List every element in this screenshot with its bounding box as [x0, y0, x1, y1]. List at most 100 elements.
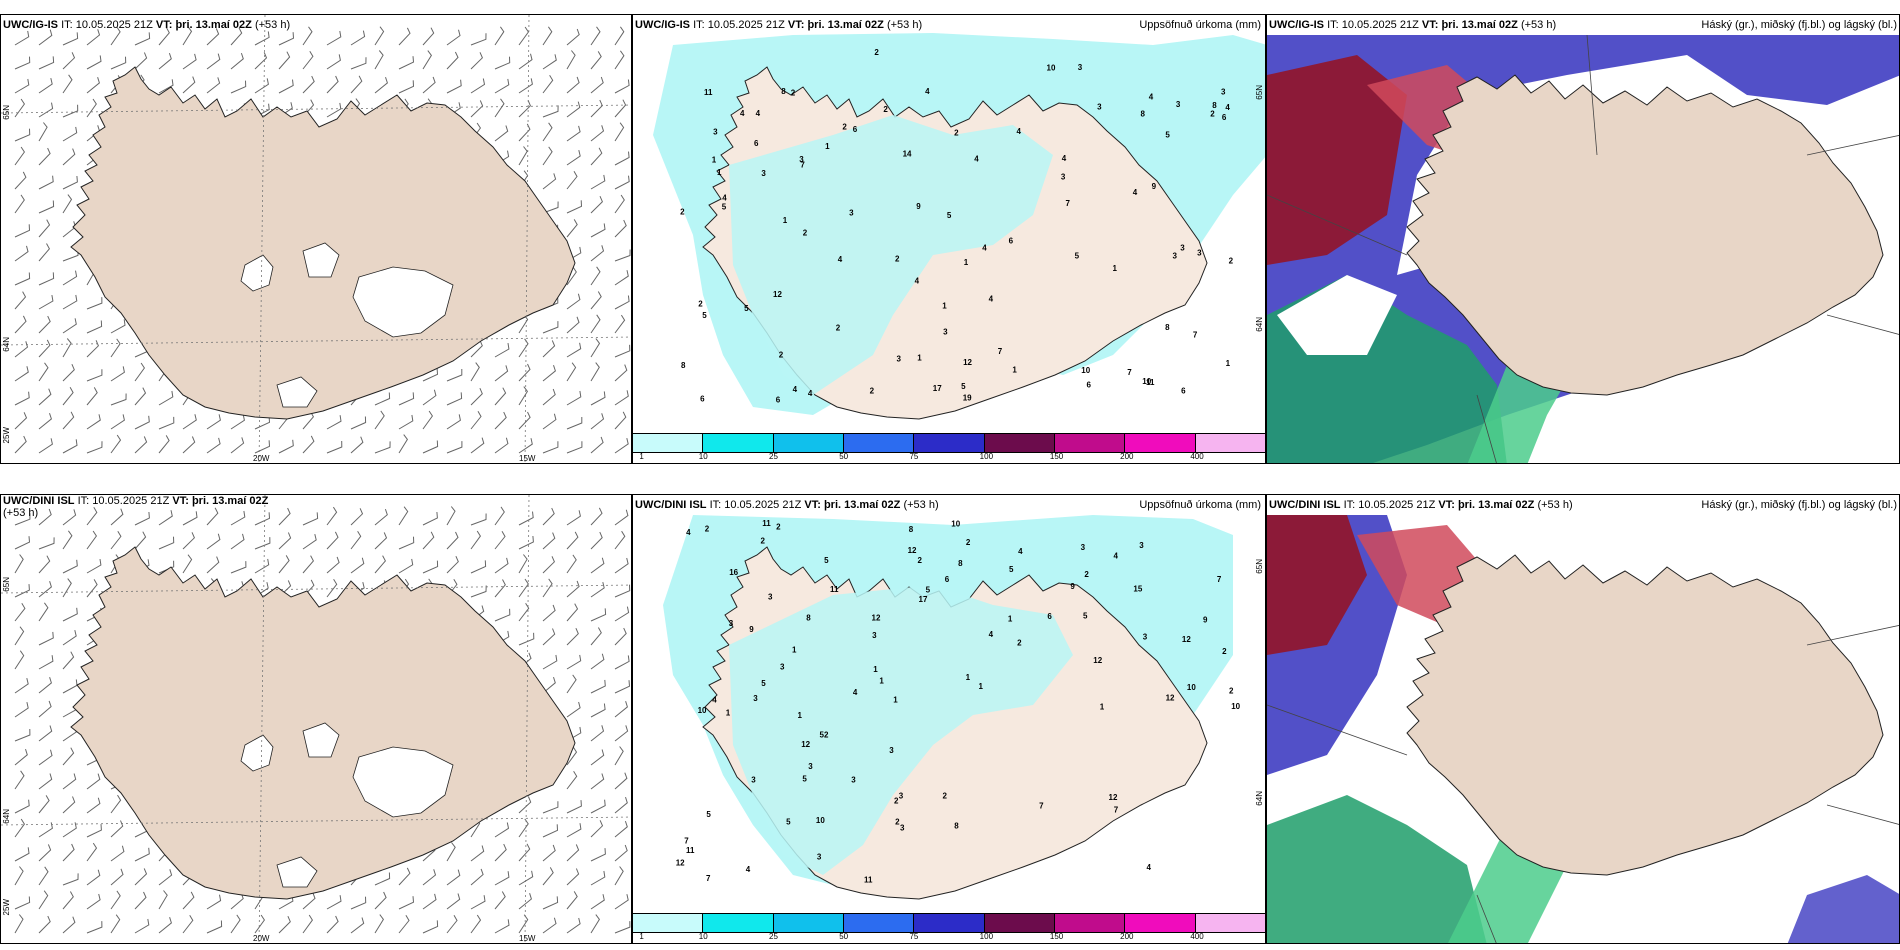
wind-barb [182, 436, 196, 454]
wind-barb [14, 728, 31, 742]
wind-barb [590, 196, 603, 214]
precip-value: 7 [684, 837, 689, 846]
legend-swatch [1195, 914, 1265, 932]
wind-barb [62, 651, 75, 670]
wind-barb [350, 896, 367, 910]
lat-label: 25W [2, 899, 11, 916]
precip-value: 6 [853, 125, 858, 134]
wind-barb [134, 436, 148, 454]
legend-swatch [633, 434, 704, 452]
wind-barb [542, 896, 559, 910]
precip-value: 4 [1062, 154, 1067, 163]
precip-value: 1 [893, 696, 898, 705]
wind-barb [590, 507, 603, 526]
wind-barb [518, 386, 529, 406]
legend-swatch [773, 434, 844, 452]
wind-barb [38, 147, 51, 166]
wind-barb [422, 76, 436, 94]
precip-value: 10 [1187, 683, 1196, 692]
wind-barb [494, 56, 511, 70]
precip-value: 7 [1039, 802, 1044, 811]
precip-value: 2 [824, 730, 829, 739]
lat-label: 25W [2, 427, 11, 444]
wind-barb [14, 536, 31, 550]
precip-value: 5 [1083, 611, 1088, 620]
wind-barb [14, 391, 30, 406]
wind-barb [38, 272, 55, 286]
wind-barb [38, 339, 51, 358]
wind-barb [470, 33, 487, 46]
wind-barb [566, 441, 583, 454]
wind-barb [494, 387, 507, 406]
wind-barb [518, 796, 532, 814]
wind-barb [374, 891, 387, 910]
wind-barb [494, 557, 509, 574]
precip-value: 11 [762, 519, 771, 528]
wind-barb [566, 654, 582, 670]
wind-barb [614, 844, 628, 862]
precip-value: 2 [842, 122, 847, 131]
wind-barb [518, 893, 532, 910]
wind-barb [254, 914, 266, 934]
wind-barb [278, 507, 291, 526]
precip-value: 1 [712, 156, 717, 165]
wind-barb [398, 915, 410, 934]
wind-barb [62, 175, 78, 190]
wind-barb [614, 364, 628, 382]
wind-barb [542, 578, 553, 598]
wind-barb [14, 78, 30, 94]
precip-value: 3 [872, 631, 877, 640]
legend-tick: 1 [639, 452, 644, 461]
precip-value: 3 [943, 327, 948, 336]
panel-header: UWC/IG-IS IT: 10.05.2025 21Z VT: þri. 13… [3, 19, 291, 31]
wind-barb [590, 51, 602, 70]
wind-barb [590, 147, 603, 166]
precip-value: 4 [808, 389, 813, 398]
panel-title: Uppsöfnuð úrkoma (mm) [1139, 499, 1261, 511]
wind-barb [158, 390, 174, 406]
wind-barb [14, 799, 30, 814]
wind-barb [590, 773, 605, 790]
wind-barb [518, 146, 528, 166]
wind-barb [62, 679, 78, 694]
wind-barb [422, 440, 439, 454]
wind-barb [422, 50, 433, 70]
precip-value: 5 [961, 382, 966, 391]
wind-barb [134, 918, 150, 934]
wind-barb [494, 506, 505, 526]
wind-barb [566, 746, 578, 766]
wind-barb [134, 32, 151, 46]
wind-barb [182, 891, 195, 910]
wind-barb [566, 125, 581, 142]
wind-panel-ig-is: UWC/IG-IS IT: 10.05.2025 21Z VT: þri. 13… [0, 14, 632, 464]
wind-barb [254, 512, 271, 526]
precip-value: 10 [951, 520, 960, 529]
graticule [1, 15, 631, 463]
precip-value: 3 [753, 694, 758, 703]
wind-barb [326, 415, 342, 430]
wind-barb [206, 507, 219, 526]
wind-barb [206, 894, 222, 910]
precip-value: 12 [1093, 656, 1102, 665]
wind-barb [614, 411, 627, 430]
legend-tick: 25 [769, 932, 778, 941]
wind-barb [542, 54, 557, 70]
legend-swatch [703, 434, 774, 452]
precip-value: 17 [919, 595, 928, 604]
wind-barb [14, 435, 27, 454]
wind-barb [518, 438, 533, 454]
wind-barb [134, 511, 150, 526]
wind-barb [566, 171, 578, 190]
wind-barb [86, 387, 98, 406]
wind-barb [518, 554, 528, 574]
cloud-map [1267, 515, 1899, 943]
wind-panel-dini: UWC/DINI ISL IT: 10.05.2025 21Z VT: þri.… [0, 494, 632, 944]
wind-barb [86, 320, 103, 334]
precip-value: 3 [1221, 88, 1226, 97]
wind-barb [14, 128, 31, 142]
precip-value: 1 [917, 353, 922, 362]
precip-value: 3 [1081, 543, 1086, 552]
wind-barb [470, 895, 486, 910]
wind-barb [566, 891, 578, 910]
wind-barb [566, 554, 577, 574]
